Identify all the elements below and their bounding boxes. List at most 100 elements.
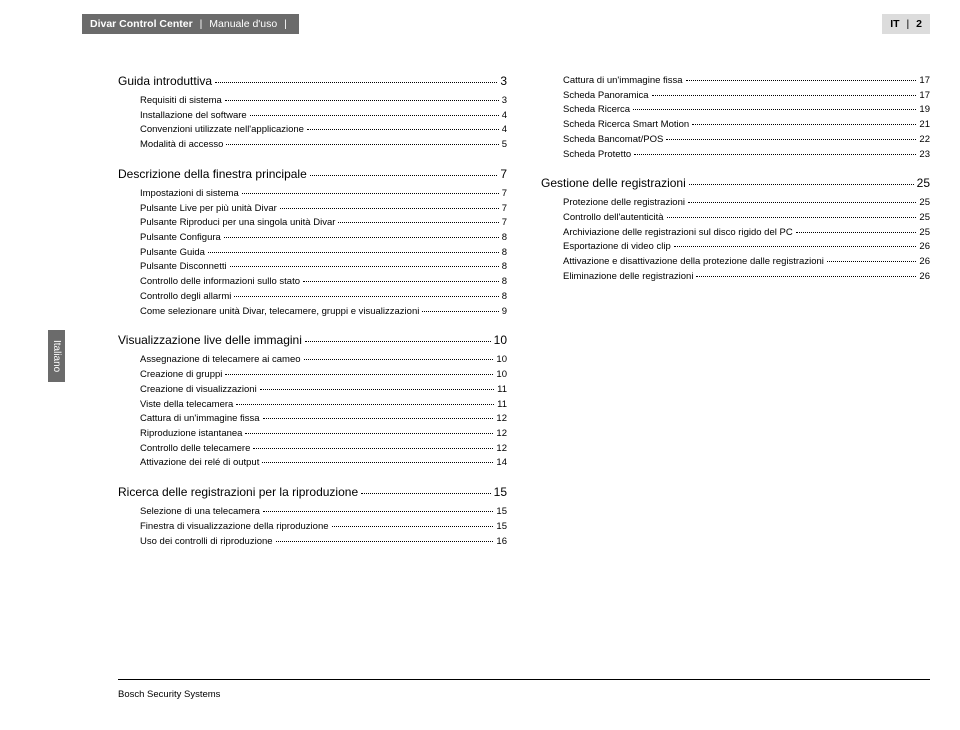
- toc-leader: [667, 217, 917, 218]
- toc-label: Ricerca delle registrazioni per la ripro…: [118, 485, 358, 499]
- toc-leader: [225, 374, 493, 375]
- toc-page: 10: [494, 333, 507, 347]
- toc-leader: [689, 184, 914, 185]
- toc-label: Requisiti di sistema: [140, 94, 222, 109]
- header-page-info: IT | 2: [882, 14, 930, 34]
- toc-item-row: Archiviazione delle registrazioni sul di…: [541, 226, 930, 241]
- toc-leader: [688, 202, 916, 203]
- toc-section-row: Visualizzazione live delle immagini 10: [118, 333, 507, 347]
- toc-page: 25: [919, 226, 930, 241]
- toc-page: 16: [496, 535, 507, 550]
- toc-leader: [280, 208, 499, 209]
- toc-label: Scheda Ricerca Smart Motion: [563, 118, 689, 133]
- toc-item-row: Controllo dell'autenticità25: [541, 211, 930, 226]
- toc-label: Controllo delle informazioni sullo stato: [140, 275, 300, 290]
- toc-leader: [226, 144, 498, 145]
- toc-leader: [262, 462, 493, 463]
- toc-label: Pulsante Riproduci per una singola unità…: [140, 216, 335, 231]
- toc-page: 8: [502, 260, 507, 275]
- toc-item-row: Pulsante Riproduci per una singola unità…: [118, 216, 507, 231]
- toc-leader: [245, 433, 493, 434]
- toc-leader: [234, 296, 498, 297]
- toc-page: 3: [500, 74, 507, 88]
- footer-divider: [118, 679, 930, 680]
- toc-label: Riproduzione istantanea: [140, 427, 242, 442]
- toc-label: Gestione delle registrazioni: [541, 176, 686, 190]
- toc-page: 26: [919, 270, 930, 285]
- toc-label: Assegnazione di telecamere ai cameo: [140, 353, 301, 368]
- toc-leader: [686, 80, 917, 81]
- toc-leader: [224, 237, 499, 238]
- toc-item-row: Installazione del software4: [118, 109, 507, 124]
- toc-right-column: Cattura di un'immagine fissa17Scheda Pan…: [541, 74, 930, 549]
- toc-leader: [633, 109, 916, 110]
- toc-page: 19: [919, 103, 930, 118]
- toc-item-row: Controllo delle informazioni sullo stato…: [118, 275, 507, 290]
- toc-page: 7: [502, 187, 507, 202]
- toc-page: 15: [496, 505, 507, 520]
- toc-item-row: Scheda Protetto23: [541, 148, 930, 163]
- toc-section-row: Descrizione della finestra principale7: [118, 167, 507, 181]
- toc-page: 10: [496, 368, 507, 383]
- toc-page: 12: [496, 412, 507, 427]
- toc-left-column: Guida introduttiva3Requisiti di sistema3…: [118, 74, 507, 549]
- toc-label: Protezione delle registrazioni: [563, 196, 685, 211]
- toc-label: Viste della telecamera: [140, 398, 233, 413]
- toc-leader: [242, 193, 499, 194]
- toc-page: 3: [502, 94, 507, 109]
- toc-leader: [208, 252, 499, 253]
- toc-leader: [307, 129, 499, 130]
- toc-label: Archiviazione delle registrazioni sul di…: [563, 226, 793, 241]
- toc-label: Scheda Bancomat/POS: [563, 133, 663, 148]
- toc-item-row: Come selezionare unità Divar, telecamere…: [118, 305, 507, 320]
- toc-leader: [692, 124, 916, 125]
- toc-item-row: Creazione di gruppi 10: [118, 368, 507, 383]
- toc-page: 10: [496, 353, 507, 368]
- toc-label: Visualizzazione live delle immagini: [118, 333, 302, 347]
- toc-leader: [253, 448, 493, 449]
- toc-label: Creazione di gruppi: [140, 368, 222, 383]
- toc-item-row: Scheda Panoramica 17: [541, 89, 930, 104]
- toc-item-row: Cattura di un'immagine fissa17: [541, 74, 930, 89]
- toc-label: Controllo degli allarmi: [140, 290, 231, 305]
- toc-page: 11: [497, 398, 507, 413]
- toc-page: 8: [502, 246, 507, 261]
- toc-label: Cattura di un'immagine fissa: [563, 74, 683, 89]
- toc-page: 17: [919, 89, 930, 104]
- header-bar: Divar Control Center | Manuale d'uso | I…: [82, 14, 930, 34]
- toc-leader: [696, 276, 916, 277]
- toc-label: Esportazione di video clip: [563, 240, 671, 255]
- product-name: Divar Control Center: [90, 18, 193, 30]
- toc-item-row: Scheda Ricerca19: [541, 103, 930, 118]
- toc-page: 7: [502, 216, 507, 231]
- toc-leader: [338, 222, 498, 223]
- toc-page: 22: [919, 133, 930, 148]
- toc-leader: [225, 100, 499, 101]
- toc-item-row: Riproduzione istantanea12: [118, 427, 507, 442]
- toc-item-row: Pulsante Guida 8: [118, 246, 507, 261]
- toc-page: 5: [502, 138, 507, 153]
- toc-label: Modalità di accesso: [140, 138, 223, 153]
- toc-item-row: Attivazione dei relé di output14: [118, 456, 507, 471]
- toc-page: 11: [497, 383, 507, 398]
- toc-item-row: Creazione di visualizzazioni 11: [118, 383, 507, 398]
- toc-page: 21: [919, 118, 930, 133]
- toc-leader: [827, 261, 917, 262]
- toc-item-row: Finestra di visualizzazione della riprod…: [118, 520, 507, 535]
- toc-page: 15: [494, 485, 507, 499]
- toc-leader: [303, 281, 499, 282]
- toc-page: 26: [919, 255, 930, 270]
- toc-label: Pulsante Guida: [140, 246, 205, 261]
- toc-item-row: Pulsante Live per più unità Divar7: [118, 202, 507, 217]
- toc-page: 15: [496, 520, 507, 535]
- toc-leader: [263, 418, 494, 419]
- toc-label: Scheda Panoramica: [563, 89, 649, 104]
- toc-label: Installazione del software: [140, 109, 247, 124]
- toc-label: Creazione di visualizzazioni: [140, 383, 257, 398]
- toc-leader: [332, 526, 494, 527]
- toc-label: Attivazione dei relé di output: [140, 456, 259, 471]
- language-tab: Italiano: [48, 330, 65, 382]
- toc-item-row: Viste della telecamera 11: [118, 398, 507, 413]
- footer-text: Bosch Security Systems: [118, 689, 220, 700]
- toc-leader: [230, 266, 499, 267]
